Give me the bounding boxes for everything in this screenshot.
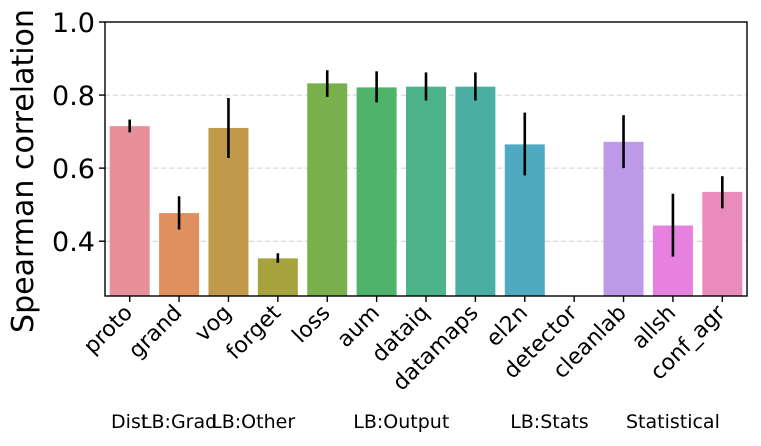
group-label: LB:Output bbox=[353, 411, 449, 433]
bar-conf-agr bbox=[702, 191, 743, 296]
bar-loss bbox=[307, 83, 348, 296]
group-label: LB:Stats bbox=[510, 411, 589, 433]
bar-aum bbox=[356, 87, 397, 296]
y-axis-ticks: 0.4 0.6 0.8 1.0 bbox=[52, 8, 105, 258]
y-tick-label: 0.4 bbox=[52, 227, 95, 258]
bar-proto bbox=[109, 126, 150, 297]
y-tick-label: 0.6 bbox=[52, 154, 95, 185]
bar-datamaps bbox=[455, 86, 496, 296]
error-bars bbox=[128, 70, 724, 263]
y-tick-label: 1.0 bbox=[52, 8, 95, 39]
x-tick-label: loss bbox=[288, 301, 336, 349]
bar-forget bbox=[257, 258, 298, 296]
y-tick-label: 0.8 bbox=[52, 81, 95, 112]
bars bbox=[109, 83, 743, 297]
group-label: LB:Grad bbox=[141, 411, 217, 433]
group-label: Dist bbox=[111, 411, 148, 433]
y-axis-label: Spearman correlation bbox=[6, 9, 41, 333]
group-label: Statistical bbox=[626, 411, 720, 433]
x-tick-label: forget bbox=[222, 300, 287, 365]
x-tick-label: grand bbox=[124, 301, 187, 364]
bar-dataiq bbox=[405, 86, 447, 296]
group-label: LB:Other bbox=[211, 411, 295, 433]
